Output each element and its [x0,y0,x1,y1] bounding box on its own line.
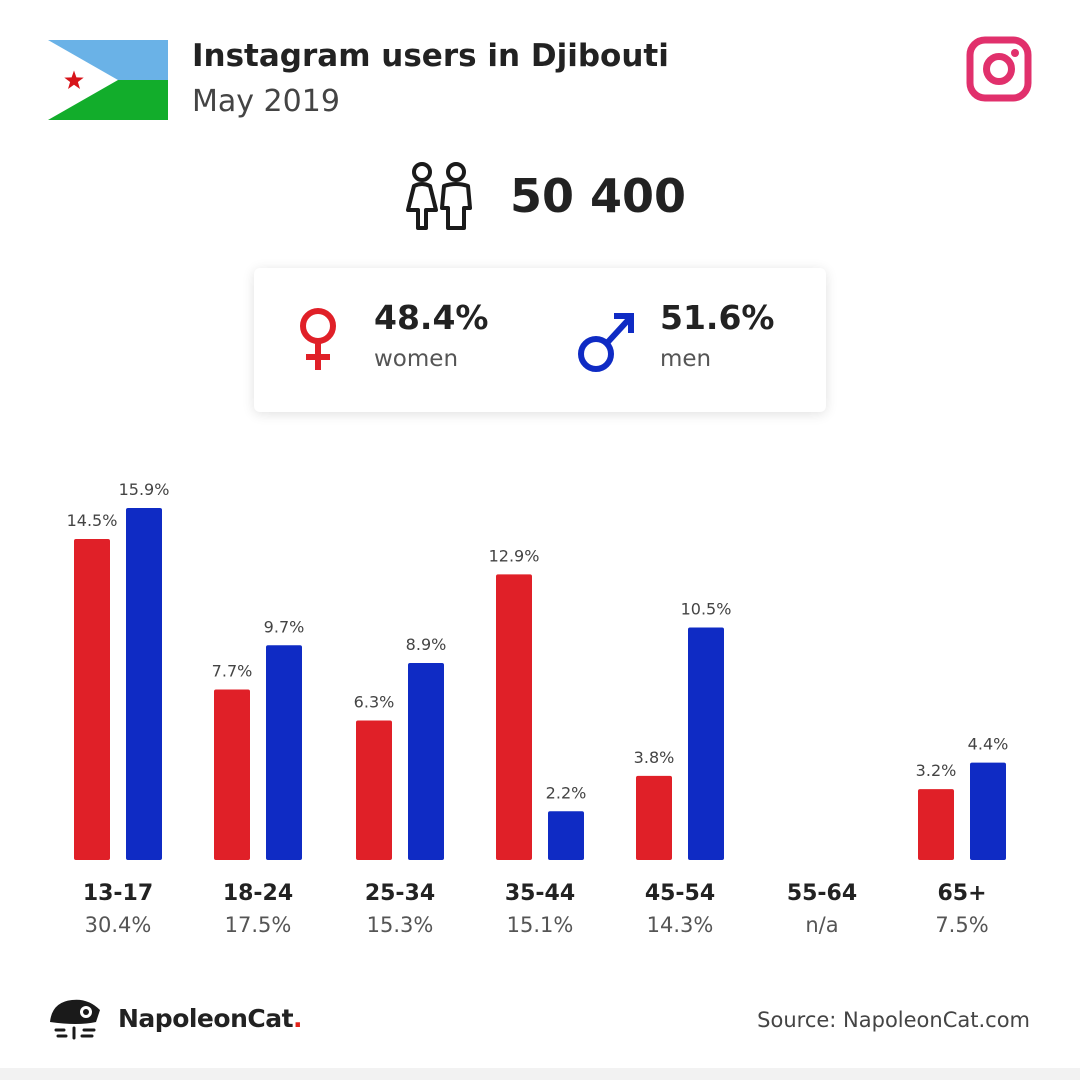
bar-value-label: 12.9% [489,546,540,565]
napoleoncat-logo-icon [50,999,100,1040]
age-group-label: 18-24 [223,881,293,906]
age-group-total: 7.5% [935,913,988,937]
page-subtitle: May 2019 [192,84,340,119]
source-credit: Source: NapoleonCat.com [757,1008,1030,1032]
women-label: women [374,346,459,372]
age-group-label: 13-17 [83,881,153,906]
bar-value-label: 15.9% [119,480,170,499]
bar-value-label: 3.2% [916,761,957,780]
age-group-total: 15.3% [367,913,434,937]
age-group-total: 17.5% [225,913,292,937]
bar-men-25-34 [408,662,444,860]
age-group-total: n/a [805,913,838,937]
age-group-total: 15.1% [507,913,574,937]
brand-text: NapoleonCat [118,1004,294,1033]
female-symbol-icon [300,308,336,370]
bar-value-label: 10.5% [681,600,732,619]
bar-men-45-54 [688,627,724,860]
male-symbol-icon [578,313,634,372]
bar-women-65+ [918,789,954,860]
age-gender-bar-chart: 14.5%15.9% 13-17 30.4% 7.7% 9.7% 18-24 17.5% 6.… [67,480,1009,937]
men-percentage: 51.6% [660,298,775,337]
page-title: Instagram users in Djibouti [192,38,669,74]
djibouti-flag-icon [48,40,168,120]
people-icon [406,162,472,230]
brand-dot: . [293,1004,303,1033]
bar-women-45-54 [636,775,672,860]
bar-value-label: 9.7% [264,617,305,636]
bar-men-35-44 [548,811,584,860]
bar-men-13-17 [126,508,162,860]
bar-women-25-34 [356,720,392,860]
bar-men-65+ [970,762,1006,860]
bar-value-label: 8.9% [406,635,447,654]
men-label: men [660,346,712,372]
bottom-strip [0,1068,1080,1080]
age-group-label: 65+ [937,881,986,906]
bar-women-18-24 [214,689,250,860]
bar-value-label: 2.2% [546,783,587,802]
bar-women-35-44 [496,574,532,860]
bar-value-label: 14.5% [67,511,118,530]
age-group-label: 25-34 [365,881,435,906]
age-group-total: 14.3% [647,913,714,937]
bar-value-label: 7.7% [212,662,253,681]
brand-name: NapoleonCat. [118,1004,303,1033]
age-group-label: 55-64 [787,881,857,906]
age-group-total: 30.4% [85,913,152,937]
bar-value-label: 4.4% [968,735,1009,754]
age-group-label: 45-54 [645,881,715,906]
bar-value-label: 3.8% [634,748,675,767]
instagram-icon [966,36,1032,102]
bar-value-label: 6.3% [354,693,395,712]
total-users-count: 50 400 [510,169,687,223]
age-group-label: 35-44 [505,881,575,906]
total-users: 50 400 [400,158,686,234]
bar-women-13-17 [74,538,110,860]
gender-split-card: 48.4% women 51.6% men [254,268,826,412]
bar-men-18-24 [266,645,302,860]
women-percentage: 48.4% [374,298,489,337]
